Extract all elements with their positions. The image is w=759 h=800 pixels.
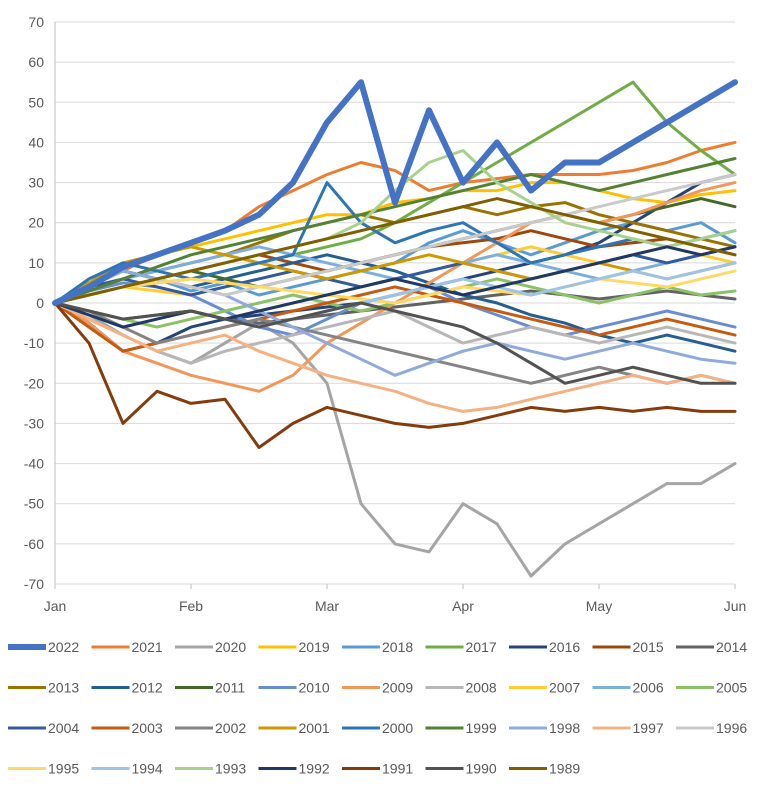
legend-label-2001: 2001 <box>299 720 330 736</box>
x-tick-labels: Jan Feb Mar Apr May Jun <box>44 598 747 614</box>
legend-label-1999: 1999 <box>466 720 497 736</box>
y-tick-label: -20 <box>24 375 44 391</box>
legend-label-1994: 1994 <box>132 761 163 777</box>
legend-label-1991: 1991 <box>382 761 413 777</box>
y-tick-label: 40 <box>28 134 44 150</box>
series-line-1991 <box>53 301 737 449</box>
x-tick-label: Mar <box>315 598 339 614</box>
legend-label-1989: 1989 <box>549 761 580 777</box>
legend-label-2011: 2011 <box>215 680 245 696</box>
legend-label-1995: 1995 <box>48 761 79 777</box>
legend-label-2000: 2000 <box>382 720 413 736</box>
series-line-2002 <box>53 301 737 385</box>
legend-label-2015: 2015 <box>633 639 664 655</box>
legend-label-1990: 1990 <box>466 761 497 777</box>
y-tick-label: 70 <box>28 14 44 30</box>
y-tick-labels: 70 60 50 40 30 20 10 0 -10 -20 -30 -40 -50 -60 -70 <box>24 14 44 592</box>
x-tick-label: Apr <box>452 598 474 614</box>
legend-label-2020: 2020 <box>215 639 246 655</box>
legend-label-2007: 2007 <box>549 680 580 696</box>
legend-label-2004: 2004 <box>48 720 79 736</box>
legend-label-2021: 2021 <box>132 639 163 655</box>
legend-label-2022: 2022 <box>48 639 79 655</box>
legend-label-2017: 2017 <box>466 639 497 655</box>
legend-label-1996: 1996 <box>716 720 747 736</box>
x-tick-label: May <box>586 598 612 614</box>
y-tick-label: 20 <box>28 215 44 231</box>
y-tick-label: -50 <box>24 496 44 512</box>
legend-label-2016: 2016 <box>549 639 580 655</box>
series-line-1997 <box>53 301 737 413</box>
series-line-1990 <box>53 301 737 385</box>
y-tick-label: 50 <box>28 94 44 110</box>
series-line-1995 <box>53 269 737 305</box>
series-line-2000 <box>53 181 737 305</box>
legend-label-2005: 2005 <box>716 680 747 696</box>
series-line-1999 <box>53 157 737 305</box>
legend-label-2019: 2019 <box>299 639 330 655</box>
y-tick-label: 10 <box>28 255 44 271</box>
legend-label-2010: 2010 <box>299 680 330 696</box>
y-tick-label: -30 <box>24 415 44 431</box>
y-tick-label: -40 <box>24 456 44 472</box>
y-tick-label: 30 <box>28 175 44 191</box>
y-tick-label: 60 <box>28 54 44 70</box>
y-tick-label: -60 <box>24 536 44 552</box>
x-tick-label: Jun <box>724 598 747 614</box>
x-tick-label: Feb <box>179 598 203 614</box>
series-line-2022 <box>52 79 738 306</box>
legend: 2022 2021 2020 2019 2018 2017 2016 2015 2014 2013… <box>8 639 747 777</box>
legend-label-2018: 2018 <box>382 639 413 655</box>
legend-label-2008: 2008 <box>466 680 497 696</box>
legend-label-1992: 1992 <box>299 761 330 777</box>
series-line-1989 <box>53 197 737 305</box>
y-tick-label: -10 <box>24 335 44 351</box>
legend-label-2003: 2003 <box>132 720 163 736</box>
legend-label-2013: 2013 <box>48 680 79 696</box>
series-lines <box>52 79 738 578</box>
legend-label-2002: 2002 <box>215 720 246 736</box>
legend-label-2012: 2012 <box>132 680 163 696</box>
y-tick-label: 0 <box>36 295 44 311</box>
legend-label-1993: 1993 <box>215 761 246 777</box>
series-line-1992 <box>53 245 737 329</box>
legend-label-2006: 2006 <box>633 680 664 696</box>
x-tick-label: Jan <box>44 598 67 614</box>
legend-label-1997: 1997 <box>633 720 664 736</box>
legend-label-1998: 1998 <box>549 720 580 736</box>
legend-label-2014: 2014 <box>716 639 747 655</box>
legend-label-2009: 2009 <box>382 680 413 696</box>
y-tick-label: -70 <box>24 576 44 592</box>
